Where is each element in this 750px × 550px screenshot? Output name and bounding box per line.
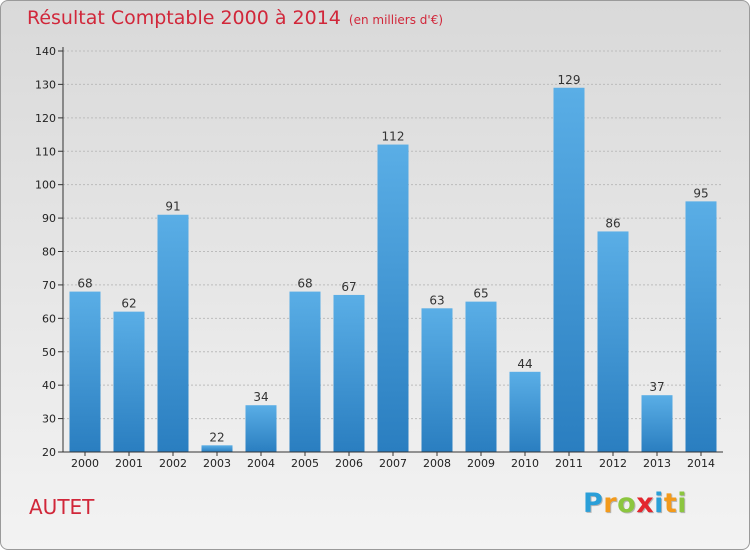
y-tick-label: 60 — [42, 312, 56, 325]
y-tick-label: 40 — [42, 379, 56, 392]
data-label: 37 — [649, 380, 664, 394]
bar — [377, 144, 409, 453]
proxiti-logo: Proxiti — [583, 488, 687, 519]
logo-letter: i — [654, 488, 664, 519]
x-tick-label: 2005 — [291, 457, 319, 470]
x-tick-label: 2001 — [115, 457, 143, 470]
y-tick-label: 90 — [42, 212, 56, 225]
x-tick-label: 2013 — [643, 457, 671, 470]
bar — [641, 395, 673, 452]
x-tick-label: 2011 — [555, 457, 583, 470]
bar — [113, 311, 145, 452]
bar — [289, 291, 321, 452]
data-label: 95 — [693, 186, 708, 200]
logo-letter: i — [677, 488, 688, 519]
bar — [465, 301, 497, 452]
x-tick-label: 2007 — [379, 457, 407, 470]
bar — [69, 291, 101, 452]
title-main: Résultat Comptable 2000 à 2014 — [27, 7, 341, 29]
x-tick-label: 2004 — [247, 457, 275, 470]
data-label: 34 — [253, 390, 268, 404]
bar — [685, 201, 717, 452]
chart-title: Résultat Comptable 2000 à 2014 (en millie… — [27, 7, 443, 29]
x-tick-label: 2003 — [203, 457, 231, 470]
data-label: 65 — [473, 287, 488, 301]
data-label: 91 — [165, 200, 180, 214]
x-tick-label: 2006 — [335, 457, 363, 470]
y-tick-label: 100 — [35, 179, 56, 192]
data-label: 63 — [429, 293, 444, 307]
data-label: 44 — [517, 357, 532, 371]
data-label: 129 — [558, 73, 581, 87]
logo-letter: t — [663, 488, 678, 519]
bar — [245, 405, 277, 452]
x-tick-label: 2010 — [511, 457, 539, 470]
y-tick-label: 50 — [42, 346, 56, 359]
y-tick-label: 130 — [35, 78, 56, 91]
bar — [333, 294, 365, 452]
x-tick-label: 2002 — [159, 457, 187, 470]
commune-name: AUTET — [29, 495, 95, 519]
y-tick-label: 110 — [35, 145, 56, 158]
bar — [553, 87, 585, 452]
bar — [201, 445, 233, 452]
x-tick-label: 2009 — [467, 457, 495, 470]
x-tick-label: 2012 — [599, 457, 627, 470]
bar — [597, 231, 629, 452]
y-tick-label: 70 — [42, 279, 56, 292]
data-label: 68 — [77, 277, 92, 291]
x-tick-label: 2008 — [423, 457, 451, 470]
data-label: 67 — [341, 280, 356, 294]
y-tick-label: 30 — [42, 413, 56, 426]
bar — [157, 214, 189, 452]
bar — [509, 371, 541, 452]
logo-letter: x — [636, 488, 655, 519]
title-unit: (en milliers d'€) — [348, 13, 444, 27]
logo-letter: o — [617, 488, 637, 519]
x-tick-label: 2000 — [71, 457, 99, 470]
data-label: 62 — [121, 297, 136, 311]
data-label: 86 — [605, 216, 620, 230]
y-tick-label: 120 — [35, 112, 56, 125]
x-tick-label: 2014 — [687, 457, 715, 470]
data-label: 68 — [297, 277, 312, 291]
y-tick-label: 80 — [42, 246, 56, 259]
y-tick-label: 20 — [42, 446, 56, 459]
data-label: 22 — [209, 430, 224, 444]
data-label: 112 — [382, 130, 405, 144]
logo-letter: P — [583, 488, 604, 519]
y-tick-label: 140 — [35, 45, 56, 58]
bar — [421, 308, 453, 452]
logo-letter: r — [603, 488, 618, 519]
